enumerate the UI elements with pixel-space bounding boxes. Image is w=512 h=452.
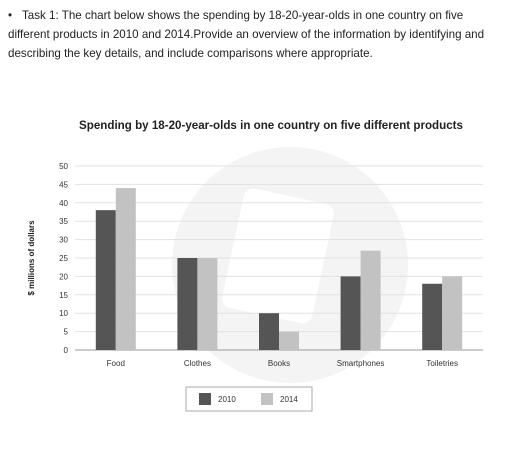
x-category-label: Food (107, 359, 125, 368)
bar-smartphones-2010 (340, 276, 361, 350)
x-category-label: Toiletries (426, 359, 458, 368)
y-tick-label: 20 (59, 272, 68, 281)
bar-books-2010 (259, 313, 279, 350)
y-tick-label: 0 (64, 346, 69, 355)
y-axis-label: $ millions of dollars (27, 220, 36, 296)
bar-toiletries-2014 (442, 276, 463, 350)
legend-label-2010: 2010 (218, 395, 236, 404)
x-category-label: Books (268, 359, 290, 368)
y-tick-label: 5 (64, 328, 69, 337)
bar-toiletries-2010 (422, 283, 443, 350)
y-tick-label: 30 (59, 236, 68, 245)
y-tick-label: 25 (59, 254, 68, 263)
legend-label-2014: 2014 (280, 395, 298, 404)
y-tick-label: 40 (59, 199, 68, 208)
x-category-label: Smartphones (337, 359, 385, 368)
y-tick-label: 50 (59, 162, 68, 171)
legend-swatch-2014 (261, 393, 273, 405)
y-tick-label: 45 (59, 180, 68, 189)
y-tick-label: 10 (59, 309, 68, 318)
legend: 2010 2014 (185, 386, 313, 412)
y-tick-label: 15 (59, 291, 68, 300)
task-prompt: • Task 1: The chart below shows the spend… (8, 6, 504, 63)
bar-clothes-2014 (197, 258, 218, 350)
bars (95, 188, 463, 350)
legend-swatch-2010 (199, 393, 211, 405)
bullet: • (8, 9, 13, 22)
bar-food-2010 (95, 210, 116, 350)
chart-title: Spending by 18-20-year-olds in one count… (79, 119, 463, 132)
bar-books-2014 (279, 331, 299, 350)
y-axis-ticks: 0 5 10 15 20 25 30 35 40 45 50 (59, 162, 68, 355)
x-category-label: Clothes (184, 359, 211, 368)
bar-food-2014 (115, 188, 136, 350)
bar-clothes-2010 (177, 258, 198, 350)
y-tick-label: 35 (59, 217, 68, 226)
task-text: Task 1: The chart below shows the spendi… (8, 9, 485, 60)
x-axis-categories: Food Clothes Books Smartphones Toiletries (107, 359, 458, 368)
bar-smartphones-2014 (360, 250, 381, 350)
